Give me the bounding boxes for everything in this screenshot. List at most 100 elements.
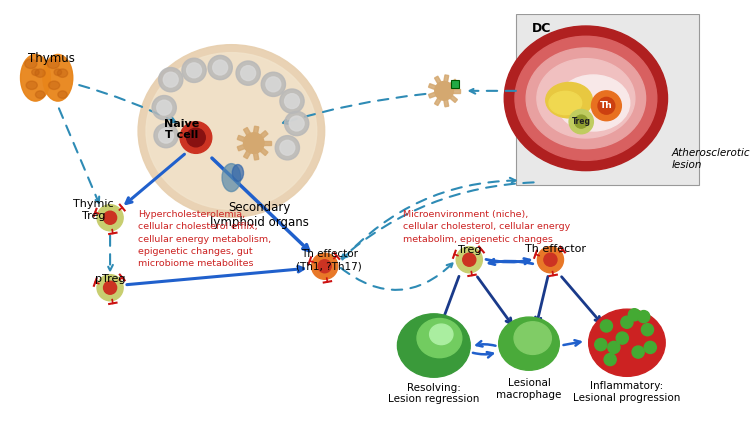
Circle shape: [158, 128, 173, 143]
Circle shape: [180, 122, 212, 153]
Circle shape: [157, 100, 172, 115]
Circle shape: [456, 247, 483, 273]
Ellipse shape: [546, 83, 593, 118]
Circle shape: [600, 320, 612, 332]
Ellipse shape: [58, 91, 67, 98]
Circle shape: [632, 346, 644, 358]
FancyArrow shape: [253, 131, 268, 145]
FancyArrow shape: [443, 89, 458, 102]
Circle shape: [186, 128, 205, 147]
Ellipse shape: [57, 69, 68, 77]
Circle shape: [463, 253, 476, 266]
Circle shape: [284, 94, 299, 109]
Circle shape: [644, 342, 656, 354]
Ellipse shape: [514, 322, 551, 354]
Circle shape: [97, 205, 123, 231]
Ellipse shape: [589, 309, 665, 376]
FancyArrow shape: [434, 76, 446, 92]
Circle shape: [604, 354, 616, 366]
Circle shape: [280, 89, 304, 113]
FancyArrow shape: [238, 141, 255, 151]
Circle shape: [103, 281, 117, 294]
Ellipse shape: [43, 54, 73, 101]
Ellipse shape: [417, 318, 461, 358]
Text: Treg: Treg: [572, 117, 590, 126]
Circle shape: [628, 309, 640, 321]
Circle shape: [164, 72, 178, 87]
Circle shape: [544, 253, 557, 266]
FancyArrow shape: [253, 142, 268, 155]
FancyArrow shape: [444, 89, 460, 93]
Text: pTreg: pTreg: [95, 274, 125, 284]
Text: Microenvironment (niche),
cellular cholesterol, cellular energy
metabolim, epige: Microenvironment (niche), cellular chole…: [403, 210, 570, 244]
Text: DC: DC: [532, 22, 550, 35]
Ellipse shape: [26, 81, 37, 89]
Ellipse shape: [146, 53, 317, 209]
Ellipse shape: [20, 54, 51, 101]
Ellipse shape: [32, 69, 39, 75]
Circle shape: [598, 98, 615, 114]
FancyArrow shape: [443, 75, 449, 91]
Circle shape: [284, 111, 309, 136]
FancyArrow shape: [244, 142, 256, 159]
Ellipse shape: [35, 91, 44, 98]
Circle shape: [642, 324, 654, 336]
FancyArrow shape: [244, 128, 256, 144]
FancyArrow shape: [252, 126, 259, 143]
Ellipse shape: [54, 69, 62, 75]
Circle shape: [435, 81, 453, 100]
Circle shape: [608, 342, 620, 354]
Circle shape: [244, 133, 264, 153]
Circle shape: [318, 260, 331, 273]
Circle shape: [290, 116, 304, 131]
FancyArrow shape: [254, 141, 271, 145]
Circle shape: [575, 115, 588, 128]
Text: Th effector: Th effector: [525, 244, 586, 254]
Text: Th effector
(Th1, ?Th17): Th effector (Th1, ?Th17): [296, 250, 362, 271]
Circle shape: [621, 316, 633, 328]
Circle shape: [103, 211, 117, 224]
Ellipse shape: [504, 26, 667, 171]
Ellipse shape: [222, 163, 241, 192]
Ellipse shape: [498, 317, 559, 370]
Circle shape: [311, 253, 338, 279]
Text: Thymus: Thymus: [28, 52, 75, 65]
FancyArrow shape: [434, 90, 446, 106]
Ellipse shape: [515, 36, 657, 160]
FancyArrow shape: [252, 143, 259, 160]
FancyArrow shape: [443, 91, 449, 107]
Circle shape: [261, 72, 286, 96]
Ellipse shape: [25, 59, 37, 68]
Circle shape: [638, 311, 650, 323]
Ellipse shape: [549, 91, 581, 115]
Circle shape: [182, 58, 206, 83]
Circle shape: [569, 110, 593, 134]
Circle shape: [186, 63, 201, 78]
Ellipse shape: [47, 59, 60, 68]
Circle shape: [591, 91, 621, 121]
Circle shape: [595, 339, 607, 351]
Text: Th: Th: [600, 101, 613, 110]
Ellipse shape: [232, 164, 244, 181]
FancyBboxPatch shape: [516, 15, 699, 185]
Circle shape: [97, 275, 123, 301]
Ellipse shape: [557, 75, 630, 131]
Circle shape: [158, 68, 183, 92]
FancyArrow shape: [443, 79, 458, 92]
Circle shape: [208, 55, 232, 80]
Text: Secondary
lymphoid organs: Secondary lymphoid organs: [210, 201, 309, 229]
Circle shape: [154, 124, 178, 148]
Text: Treg: Treg: [458, 245, 481, 255]
Ellipse shape: [48, 81, 60, 89]
Text: Naive
T cell: Naive T cell: [164, 119, 200, 140]
Circle shape: [241, 65, 256, 80]
Ellipse shape: [397, 314, 470, 377]
FancyBboxPatch shape: [451, 80, 459, 88]
Text: Inflammatory:
Lesional progression: Inflammatory: Lesional progression: [573, 381, 681, 403]
Text: Thymic
Treg: Thymic Treg: [73, 199, 114, 221]
Text: Atherosclerotic
lesion: Atherosclerotic lesion: [672, 148, 750, 170]
FancyArrow shape: [238, 135, 255, 145]
Circle shape: [266, 77, 280, 92]
Circle shape: [616, 332, 628, 344]
FancyArrow shape: [428, 83, 445, 92]
